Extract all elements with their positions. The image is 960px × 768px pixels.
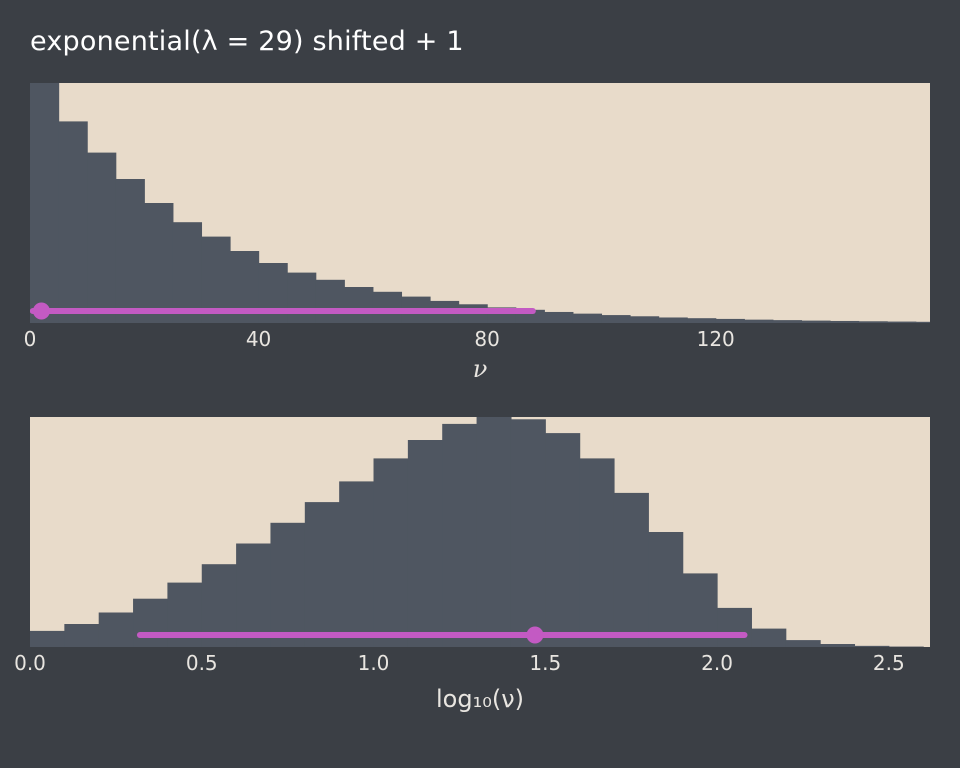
nu-x-axis-ticks: 0 40 80 120: [24, 327, 930, 355]
histogram-bar: [115, 179, 145, 323]
histogram-bar: [144, 203, 174, 323]
histogram-bar: [744, 319, 774, 323]
histogram-bar: [287, 272, 317, 323]
histogram-bar: [717, 607, 752, 647]
histogram-bar: [407, 440, 443, 647]
histogram-bar: [372, 291, 403, 323]
histogram-bar: [30, 630, 65, 647]
nu-x-axis-label: ν: [472, 355, 488, 383]
histogram-bar: [715, 318, 745, 323]
histogram-bar: [304, 502, 340, 647]
histogram-bar: [601, 315, 631, 323]
histogram-bar: [687, 318, 717, 323]
nu-histogram-svg: [30, 83, 930, 323]
x-tick-label: 1.5: [529, 651, 562, 675]
x-tick-label: 40: [245, 327, 272, 351]
histogram-bar: [772, 320, 803, 323]
histogram-bar: [373, 458, 409, 647]
x-tick-label: 0.0: [14, 651, 46, 675]
log10-nu-histogram-svg: [30, 417, 924, 647]
histogram-bar: [545, 433, 581, 647]
histogram-bar: [785, 640, 821, 647]
histogram-bar: [476, 417, 512, 647]
histogram-bar: [87, 152, 117, 323]
histogram-bar: [648, 532, 684, 647]
log10-nu-histogram-panel: [30, 417, 930, 647]
histogram-bar: [751, 628, 787, 647]
x-tick-label: 120: [696, 327, 735, 351]
histogram-bar: [854, 645, 890, 647]
histogram-bar: [544, 311, 574, 323]
histogram-bar: [270, 522, 306, 647]
x-tick-label: 2.5: [872, 651, 905, 675]
log10-nu-x-axis-label: log₁₀(ν): [436, 685, 524, 713]
histogram-bar: [658, 317, 688, 323]
histogram-bar: [172, 222, 203, 323]
histogram-bar: [30, 83, 60, 323]
histogram-bar: [236, 543, 272, 647]
plot-title: exponential(λ = 29) shifted + 1: [30, 26, 464, 57]
histogram-bar: [98, 612, 134, 647]
histogram-bar: [613, 492, 649, 647]
histogram-bar: [887, 321, 917, 323]
x-tick-label: 2.0: [701, 651, 733, 675]
histogram-bar: [315, 279, 345, 323]
histogram-bar: [572, 313, 603, 323]
histogram-bar: [344, 287, 374, 323]
nu-histogram-panel: [30, 83, 930, 323]
histogram-bar: [579, 458, 615, 647]
histogram-bar: [830, 320, 860, 323]
x-tick-label: 80: [474, 327, 500, 351]
histogram-bar: [858, 321, 888, 323]
histogram-bar: [339, 481, 375, 647]
interval-point: [526, 626, 544, 644]
histogram-bar: [801, 320, 831, 323]
log10-nu-x-axis-ticks: 0.0 0.5 1.0 1.5 2.0 2.5: [14, 651, 930, 679]
histogram-bar: [915, 321, 930, 323]
histogram-bar: [630, 316, 660, 323]
histogram-bar: [510, 419, 546, 647]
histogram-bar: [64, 624, 100, 647]
x-tick-label: 0: [23, 327, 37, 351]
log10-nu-histogram: 0.0 0.5 1.0 1.5 2.0 2.5 log₁₀(ν): [14, 417, 930, 719]
x-tick-label: 0.5: [185, 651, 218, 675]
histogram-bar: [133, 598, 169, 647]
histogram-bar: [442, 423, 478, 647]
x-tick-label: 1.0: [357, 651, 390, 675]
histogram-bar: [58, 121, 88, 323]
nu-histogram: 0 40 80 120 ν: [24, 83, 930, 391]
interval-point: [32, 302, 50, 320]
histogram-bar: [820, 644, 856, 647]
